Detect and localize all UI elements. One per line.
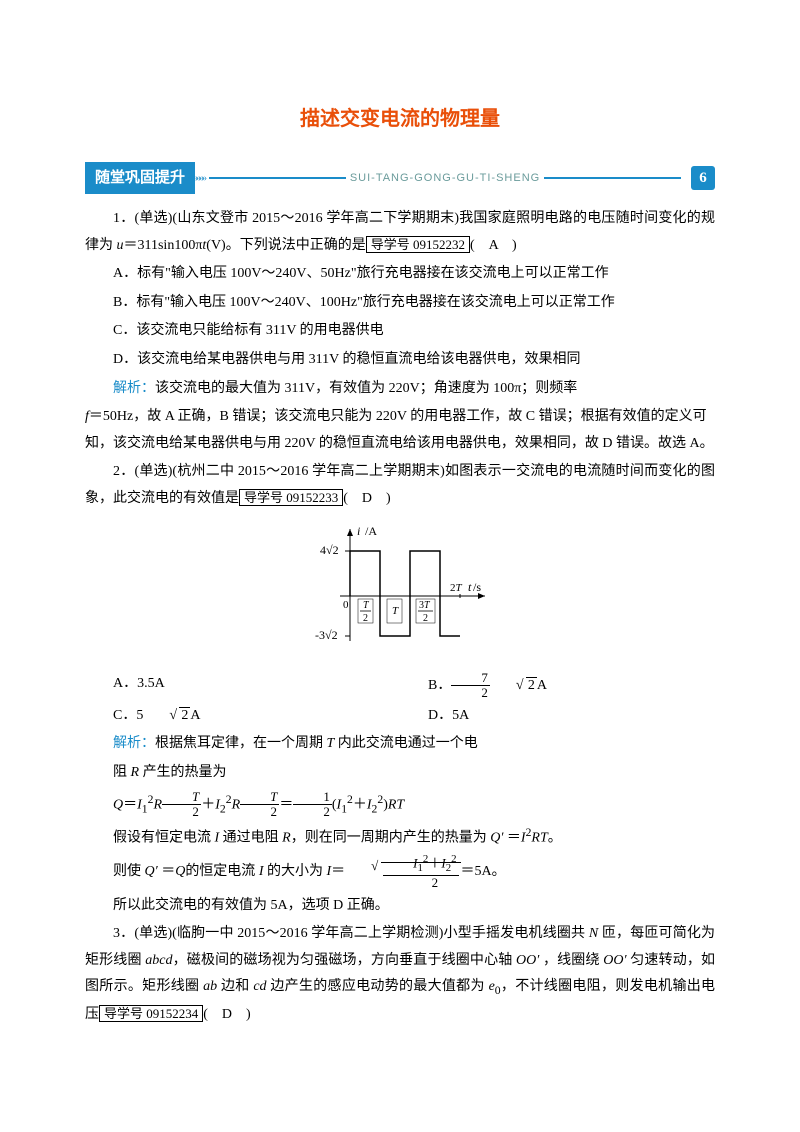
svg-text:/s: /s — [473, 580, 481, 594]
q2-line-q3e: ＝5A。 — [461, 864, 506, 879]
q2-option-c: C．52A — [85, 703, 400, 730]
q2-an-c: 阻 — [113, 765, 127, 780]
q3-d: ，线圈绕 — [543, 953, 600, 968]
q2-line-q2c: ，则在同一周期内产生的热量为 — [291, 831, 487, 846]
banner-line-right — [544, 177, 681, 179]
svg-text:3T: 3T — [419, 600, 431, 611]
page-title: 描述交变电流的物理量 — [85, 100, 715, 138]
banner-pinyin: SUI-TANG-GONG-GU-TI-SHENG — [350, 168, 540, 189]
var-u: u — [117, 238, 124, 253]
q2-options-row2: C．52A D．5A — [85, 703, 715, 730]
q1-stem-text-c: (V)。下列说法中正确的是 — [206, 238, 365, 253]
q1-option-d: D．该交流电给某电器供电与用 311V 的稳恒直流电给该电器供电，效果相同 — [85, 347, 715, 374]
q1-analysis-line2: f＝50Hz，故 A 正确，B 错误；该交流电只能为 220V 的用电器工作，故… — [85, 404, 715, 457]
q1-option-b: B．标有"输入电压 100V～240V、100Hz"旅行充电器接在该交流电上可以… — [85, 290, 715, 317]
q2-options-row1: A．3.5A B．722A — [85, 671, 715, 701]
q2-option-b: B．722A — [400, 671, 715, 701]
q1-analysis-a: 该交流电的最大值为 311V，有效值为 220V；角速度为 100π；则频率 — [155, 381, 577, 396]
svg-text:0: 0 — [343, 599, 349, 611]
q3-answer: ( D ) — [203, 1007, 250, 1022]
q3-stem: 3．(单选)(临朐一中 2015～2016 学年高二上学期检测)小型手摇发电机线… — [85, 921, 715, 1029]
q1-option-c: C．该交流电只能给标有 311V 的用电器供电 — [85, 318, 715, 345]
q1-answer: ( A ) — [470, 238, 517, 253]
svg-text:2: 2 — [423, 613, 428, 624]
analysis-label: 解析： — [113, 381, 155, 396]
svg-text:T: T — [392, 605, 399, 617]
q1-stem-text-b: ＝311sin100π — [124, 238, 203, 253]
svg-text:-3√2: -3√2 — [315, 628, 338, 642]
banner-line-left — [209, 177, 346, 179]
q2-line-q3d: 的大小为 — [267, 864, 323, 879]
q2-stem: 2．(单选)(杭州二中 2015～2016 学年高二上学期期末)如图表示一交流电… — [85, 459, 715, 512]
svg-text:/A: /A — [365, 524, 377, 538]
q1-stem: 1．(单选)(山东文登市 2015～2016 学年高二下学期期末)我国家庭照明电… — [85, 206, 715, 259]
q1-analysis: 解析：该交流电的最大值为 311V，有效值为 220V；角速度为 100π；则频… — [85, 376, 715, 403]
q1-analysis-b: ＝50Hz，故 A 正确，B 错误；该交流电只能为 220V 的用电器工作，故 … — [85, 409, 714, 451]
q2-analysis-end: 所以此交流电的有效值为 5A，选项 D 正确。 — [85, 893, 715, 920]
q2-analysis-2: 阻 R 产生的热量为 — [85, 760, 715, 787]
sqrt-2b: 2 — [143, 703, 190, 730]
q2-line-q3c: 的恒定电流 — [185, 864, 255, 879]
q3-f: 边和 — [221, 979, 250, 994]
q2-line-q3b: ＝ — [161, 864, 175, 879]
svg-text:t: t — [468, 580, 472, 594]
q2-analysis-3: 假设有恒定电流 I 通过电阻 R，则在同一周期内产生的热量为 Q′ ＝I2RT。 — [85, 822, 715, 852]
q2-an-a: 根据焦耳定律，在一个周期 — [155, 736, 323, 751]
q3-c: ，磁极间的磁场视为匀强磁场，方向垂直于线圈中心轴 — [173, 953, 513, 968]
q2-analysis-1: 解析：根据焦耳定律，在一个周期 T 内此交流电通过一个电 — [85, 731, 715, 758]
q2-an-d: 产生的热量为 — [143, 765, 227, 780]
q2-formula-q: Q＝I12RT2＋I22RT2＝12(I12＋I22)RT — [85, 789, 715, 821]
q2-optc-suffix: A — [190, 708, 200, 723]
svg-text:2: 2 — [363, 613, 368, 624]
banner-badge: 6 — [691, 166, 715, 190]
q2-line-q2: 假设有恒定电流 — [113, 831, 211, 846]
q2-option-d: D．5A — [400, 703, 715, 730]
q2-stem-text-a: 2．(单选)(杭州二中 2015～2016 学年高二上学期期末)如图表示一交流电… — [85, 464, 715, 506]
q3-study-code: 导学号 09152234 — [99, 1005, 203, 1022]
q3-a: 3．(单选)(临朐一中 2015～2016 学年高二上学期检测)小型手摇发电机线… — [113, 926, 585, 941]
q1-option-a: A．标有"输入电压 100V～240V、50Hz"旅行充电器接在该交流电上可以正… — [85, 261, 715, 288]
q2-answer: ( D ) — [343, 491, 390, 506]
waveform-chart: i /A t /s 4√2 -3√2 T 2 T 3T 2 2T 0 — [305, 521, 495, 651]
svg-text:T: T — [363, 600, 370, 611]
q2-line-q3a: 则使 — [113, 864, 141, 879]
svg-text:4√2: 4√2 — [320, 543, 339, 557]
q1-study-code: 导学号 09152232 — [366, 236, 470, 253]
q2-study-code: 导学号 09152233 — [239, 489, 343, 506]
svg-text:2T: 2T — [450, 582, 463, 594]
analysis-label-2: 解析： — [113, 736, 155, 751]
section-banner: 随堂巩固提升 »»»» SUI-TANG-GONG-GU-TI-SHENG 6 — [85, 166, 715, 190]
q2-optb-prefix: B． — [428, 678, 451, 693]
var-T: T — [327, 736, 335, 751]
q3-g: 边产生的感应电动势的最大值都为 — [270, 979, 484, 994]
q2-line-q2b: 通过电阻 — [223, 831, 279, 846]
var-R: R — [131, 765, 140, 780]
sqrt-2: 2 — [490, 673, 537, 700]
q2-optc-prefix: C．5 — [113, 708, 143, 723]
banner-label: 随堂巩固提升 — [85, 162, 195, 195]
q2-analysis-4: 则使 Q′ ＝Q的恒定电流 I 的大小为 I＝I12＋I222＝5A。 — [85, 854, 715, 890]
q2-an-b: 内此交流电通过一个电 — [338, 736, 478, 751]
banner-arrows: »»»» — [193, 169, 205, 188]
svg-text:i: i — [357, 524, 360, 538]
frac-7-2: 72 — [451, 671, 490, 701]
q2-option-a: A．3.5A — [85, 671, 400, 701]
q2-figure: i /A t /s 4√2 -3√2 T 2 T 3T 2 2T 0 — [85, 521, 715, 662]
